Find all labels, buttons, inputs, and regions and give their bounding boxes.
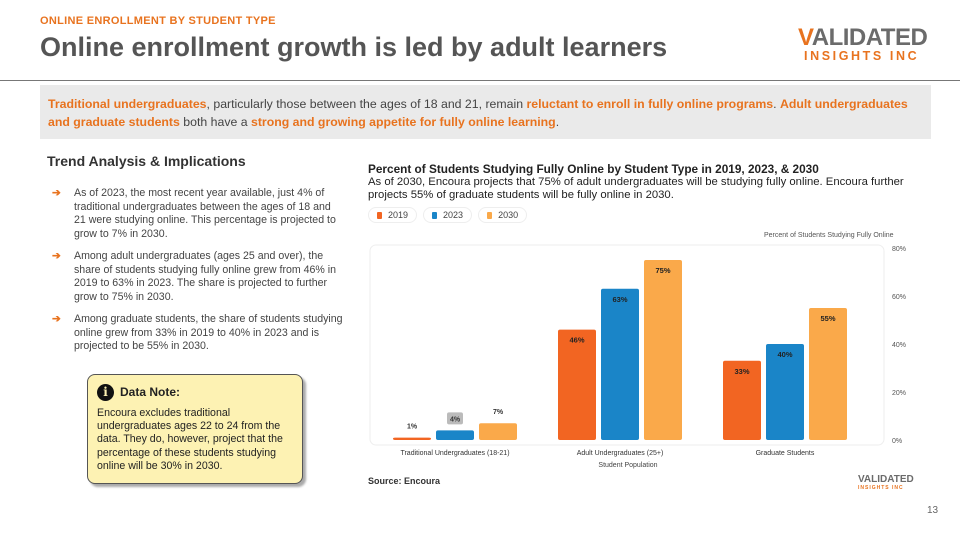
small-logo: VALIDATED INSIGHTS INC xyxy=(858,474,914,491)
data-label: 1% xyxy=(407,424,418,431)
list-item: ➔ Among graduate students, the share of s… xyxy=(52,313,343,352)
company-logo: VALIDATED INSIGHTS INC xyxy=(798,24,928,63)
plot-frame xyxy=(369,244,885,446)
data-label: 7% xyxy=(493,409,504,416)
bar-2023 xyxy=(766,344,804,440)
x-tick-label: Graduate Students xyxy=(756,450,815,457)
chart-legend: 2019 2023 2030 xyxy=(368,207,528,223)
bar-2023 xyxy=(436,430,474,440)
divider xyxy=(0,80,960,81)
bar-2019 xyxy=(393,437,431,440)
data-note: i Data Note: Encoura excludes traditional… xyxy=(87,374,303,484)
y-tick-label: 0% xyxy=(892,438,902,445)
analysis-list: ➔ As of 2023, the most recent year availa… xyxy=(52,187,344,363)
x-axis-title: Student Population xyxy=(598,462,657,469)
y-axis-title: Percent of Students Studying Fully Onlin… xyxy=(764,232,894,239)
page-title: Online enrollment growth is led by adult… xyxy=(40,32,668,62)
info-icon: i xyxy=(97,384,114,401)
x-tick-label: Adult Undergraduates (25+) xyxy=(577,450,664,457)
y-tick-label: 60% xyxy=(892,294,906,301)
analysis-heading: Trend Analysis & Implications xyxy=(47,153,246,169)
data-label-bg xyxy=(490,405,506,418)
bar-2030 xyxy=(644,260,682,440)
data-label: 63% xyxy=(612,295,627,304)
legend-2019: 2019 xyxy=(368,207,418,223)
list-item: ➔ As of 2023, the most recent year availa… xyxy=(52,187,336,240)
y-tick-label: 20% xyxy=(892,390,906,397)
key-takeaway: Traditional undergraduates, particularly… xyxy=(40,85,931,139)
arrow-icon: ➔ xyxy=(52,187,61,199)
bar-2019 xyxy=(723,360,761,440)
data-label: 55% xyxy=(820,314,835,323)
data-label: 33% xyxy=(734,367,749,376)
legend-2023: 2023 xyxy=(423,207,473,223)
data-label: 4% xyxy=(450,416,461,423)
source-note: Source: Encoura xyxy=(368,476,441,486)
chart-title: Percent of Students Studying Fully Onlin… xyxy=(368,162,819,176)
page-number: 13 xyxy=(927,505,939,516)
x-tick-label: Traditional Undergraduates (18-21) xyxy=(400,450,509,457)
bar-2019 xyxy=(558,329,596,440)
bar-2030 xyxy=(809,308,847,440)
data-label-bg xyxy=(404,419,420,432)
arrow-icon: ➔ xyxy=(52,250,61,262)
data-label: 75% xyxy=(655,266,670,275)
kicker: ONLINE ENROLLMENT BY STUDENT TYPE xyxy=(40,15,276,27)
data-label: 40% xyxy=(777,350,792,359)
data-label-bg xyxy=(447,412,463,425)
y-tick-label: 40% xyxy=(892,342,906,349)
bar-2023 xyxy=(601,288,639,440)
list-item: ➔ Among adult undergraduates (ages 25 and… xyxy=(52,250,337,303)
data-label: 46% xyxy=(569,336,584,345)
y-tick-label: 80% xyxy=(892,246,906,253)
arrow-icon: ➔ xyxy=(52,313,61,325)
bar-2030 xyxy=(479,423,517,440)
legend-2030: 2030 xyxy=(478,207,528,223)
chart-subtitle: As of 2030, Encoura projects that 75% of… xyxy=(368,176,904,201)
